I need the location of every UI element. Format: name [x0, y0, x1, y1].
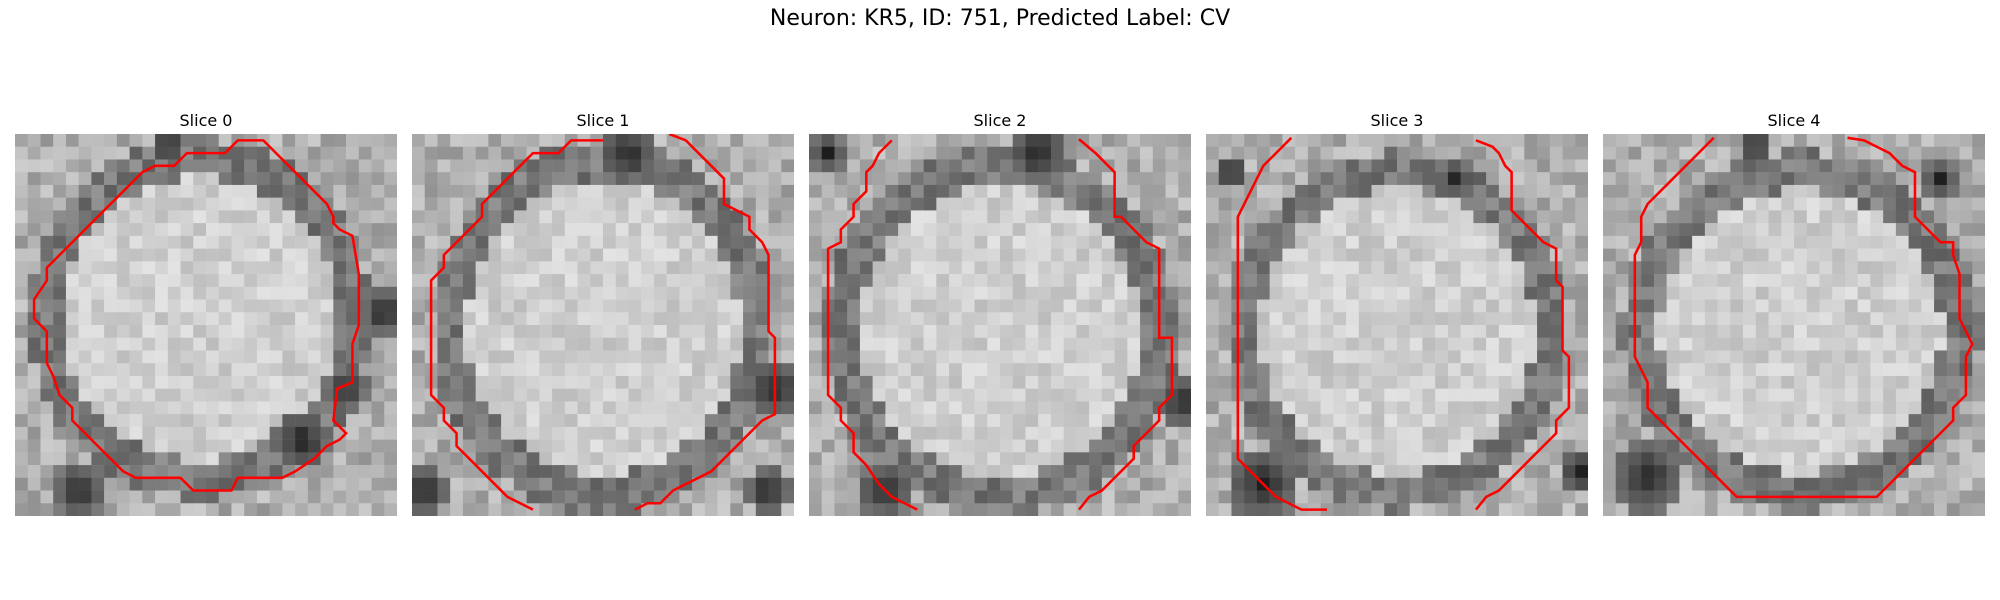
- contour-line: [1077, 138, 1174, 511]
- slice-panel-1: Slice 1: [412, 108, 794, 516]
- slice-panel-4: Slice 4: [1603, 108, 1985, 516]
- contour-line: [634, 134, 777, 511]
- slice-image-3: [1206, 134, 1588, 516]
- micrograph-pixels: [15, 134, 397, 516]
- contour-line: [1633, 136, 1974, 499]
- micrograph-pixels: [1603, 134, 1985, 516]
- slice-image-0: [15, 134, 397, 516]
- contour-line: [32, 139, 361, 492]
- slice-image-1: [412, 134, 794, 516]
- slice-panel-0: Slice 0: [15, 108, 397, 516]
- slice-title-1: Slice 1: [576, 111, 630, 130]
- micrograph-pixels: [412, 134, 794, 516]
- slice-panel-3: Slice 3: [1206, 108, 1588, 516]
- contour-line: [1474, 139, 1571, 511]
- slice-title-3: Slice 3: [1370, 111, 1424, 130]
- slice-image-2: [809, 134, 1191, 516]
- contour-line: [429, 139, 603, 511]
- contour-line: [826, 139, 918, 511]
- slice-title-0: Slice 0: [179, 111, 233, 130]
- micrograph-pixels: [809, 134, 1191, 516]
- contour-line: [1236, 136, 1327, 511]
- slice-title-4: Slice 4: [1767, 111, 1821, 130]
- slice-panel-2: Slice 2: [809, 108, 1191, 516]
- slice-title-2: Slice 2: [973, 111, 1027, 130]
- micrograph-pixels: [1206, 134, 1588, 516]
- slice-image-4: [1603, 134, 1985, 516]
- figure-title: Neuron: KR5, ID: 751, Predicted Label: C…: [769, 6, 1231, 31]
